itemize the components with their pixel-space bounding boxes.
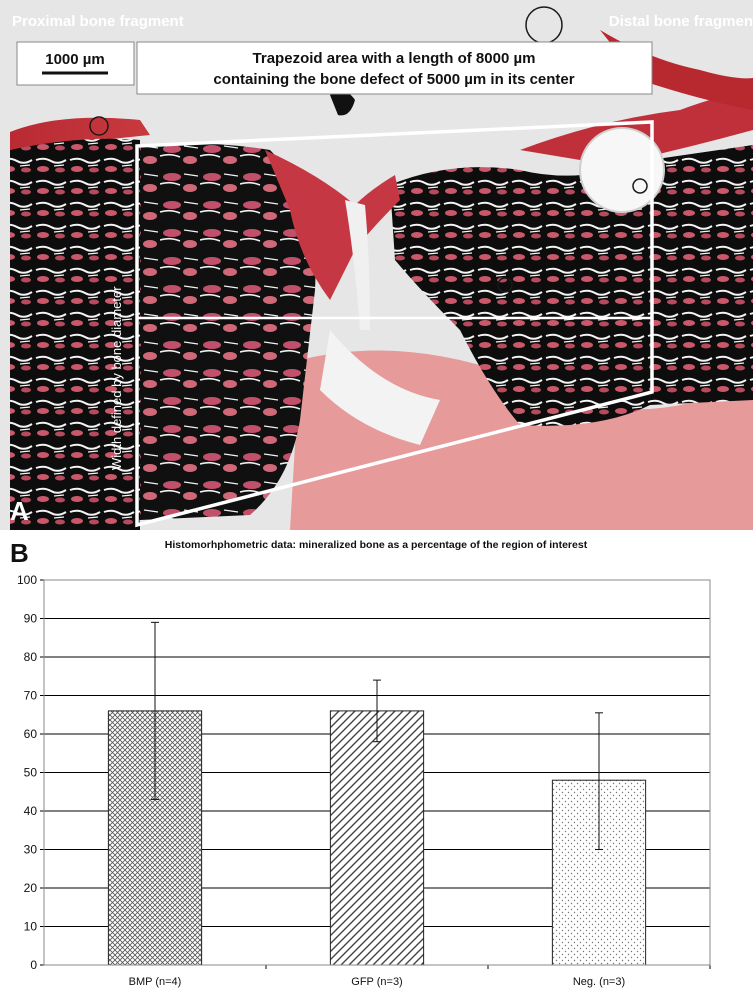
debris bbox=[330, 91, 355, 116]
y-tick-label: 10 bbox=[24, 920, 38, 934]
panel-a-label: A bbox=[10, 496, 29, 526]
histology-panel-a: Proximal bone fragment Distal bone fragm… bbox=[0, 0, 753, 530]
caption-box bbox=[136, 41, 653, 95]
y-tick-label: 50 bbox=[24, 766, 38, 780]
scale-bar-label: 1000 µm bbox=[45, 51, 105, 68]
y-axis-ticks: 0 10 20 30 40 50 60 70 80 90 100 bbox=[17, 573, 44, 972]
width-label: Width defined by bone diameter bbox=[109, 286, 124, 470]
tissue-band-right bbox=[520, 90, 753, 165]
defect-fibrous-tissue bbox=[265, 150, 400, 300]
plot-frame bbox=[43, 579, 711, 966]
y-tick-label: 100 bbox=[17, 573, 37, 587]
x-axis-ticks: BMP (n=4) GFP (n=3) Neg. (n=3) bbox=[129, 965, 711, 988]
bone-proximal-outer bbox=[10, 138, 140, 530]
caption-line-1: Trapezoid area with a length of 8000 µm bbox=[253, 50, 536, 67]
y-tick-label: 30 bbox=[24, 843, 38, 857]
x-tick-label: BMP (n=4) bbox=[129, 976, 182, 988]
y-tick-label: 90 bbox=[24, 612, 38, 626]
y-tick-label: 0 bbox=[30, 958, 37, 972]
error-bars bbox=[151, 621, 603, 850]
chart-title: Histomorhphometric data: mineralized bon… bbox=[165, 539, 588, 551]
panel-b-label: B bbox=[10, 538, 29, 568]
proximal-fragment-label: Proximal bone fragment bbox=[12, 13, 184, 30]
air-bubble-small bbox=[632, 178, 648, 194]
defect-cavity bbox=[320, 330, 440, 445]
caption-line-2: containing the bone defect of 5000 µm in… bbox=[213, 71, 574, 88]
y-tick-label: 40 bbox=[24, 804, 38, 818]
chart-panel-b: B Histomorhphometric data: mineralized b… bbox=[10, 538, 711, 988]
tissue-band-left bbox=[10, 117, 150, 150]
air-bubble-left bbox=[89, 116, 109, 136]
scale-bar-box bbox=[16, 41, 135, 86]
air-bubble-large bbox=[579, 127, 665, 213]
chart-bars bbox=[107, 710, 647, 966]
bone-proximal-inner bbox=[140, 143, 316, 521]
y-tick-label: 80 bbox=[24, 650, 38, 664]
bone-distal bbox=[390, 145, 753, 426]
x-tick-label: GFP (n=3) bbox=[351, 976, 402, 988]
defect-gap bbox=[345, 200, 370, 330]
y-tick-label: 60 bbox=[24, 727, 38, 741]
y-tick-label: 20 bbox=[24, 881, 38, 895]
distal-fragment-label: Distal bone fragmen bbox=[609, 13, 753, 30]
air-bubble-mid bbox=[497, 277, 513, 293]
roi-trapezoid bbox=[135, 120, 654, 528]
bar bbox=[329, 710, 425, 966]
tissue-band-top-right bbox=[600, 30, 753, 110]
y-tick-label: 70 bbox=[24, 689, 38, 703]
x-tick-label: Neg. (n=3) bbox=[573, 976, 625, 988]
